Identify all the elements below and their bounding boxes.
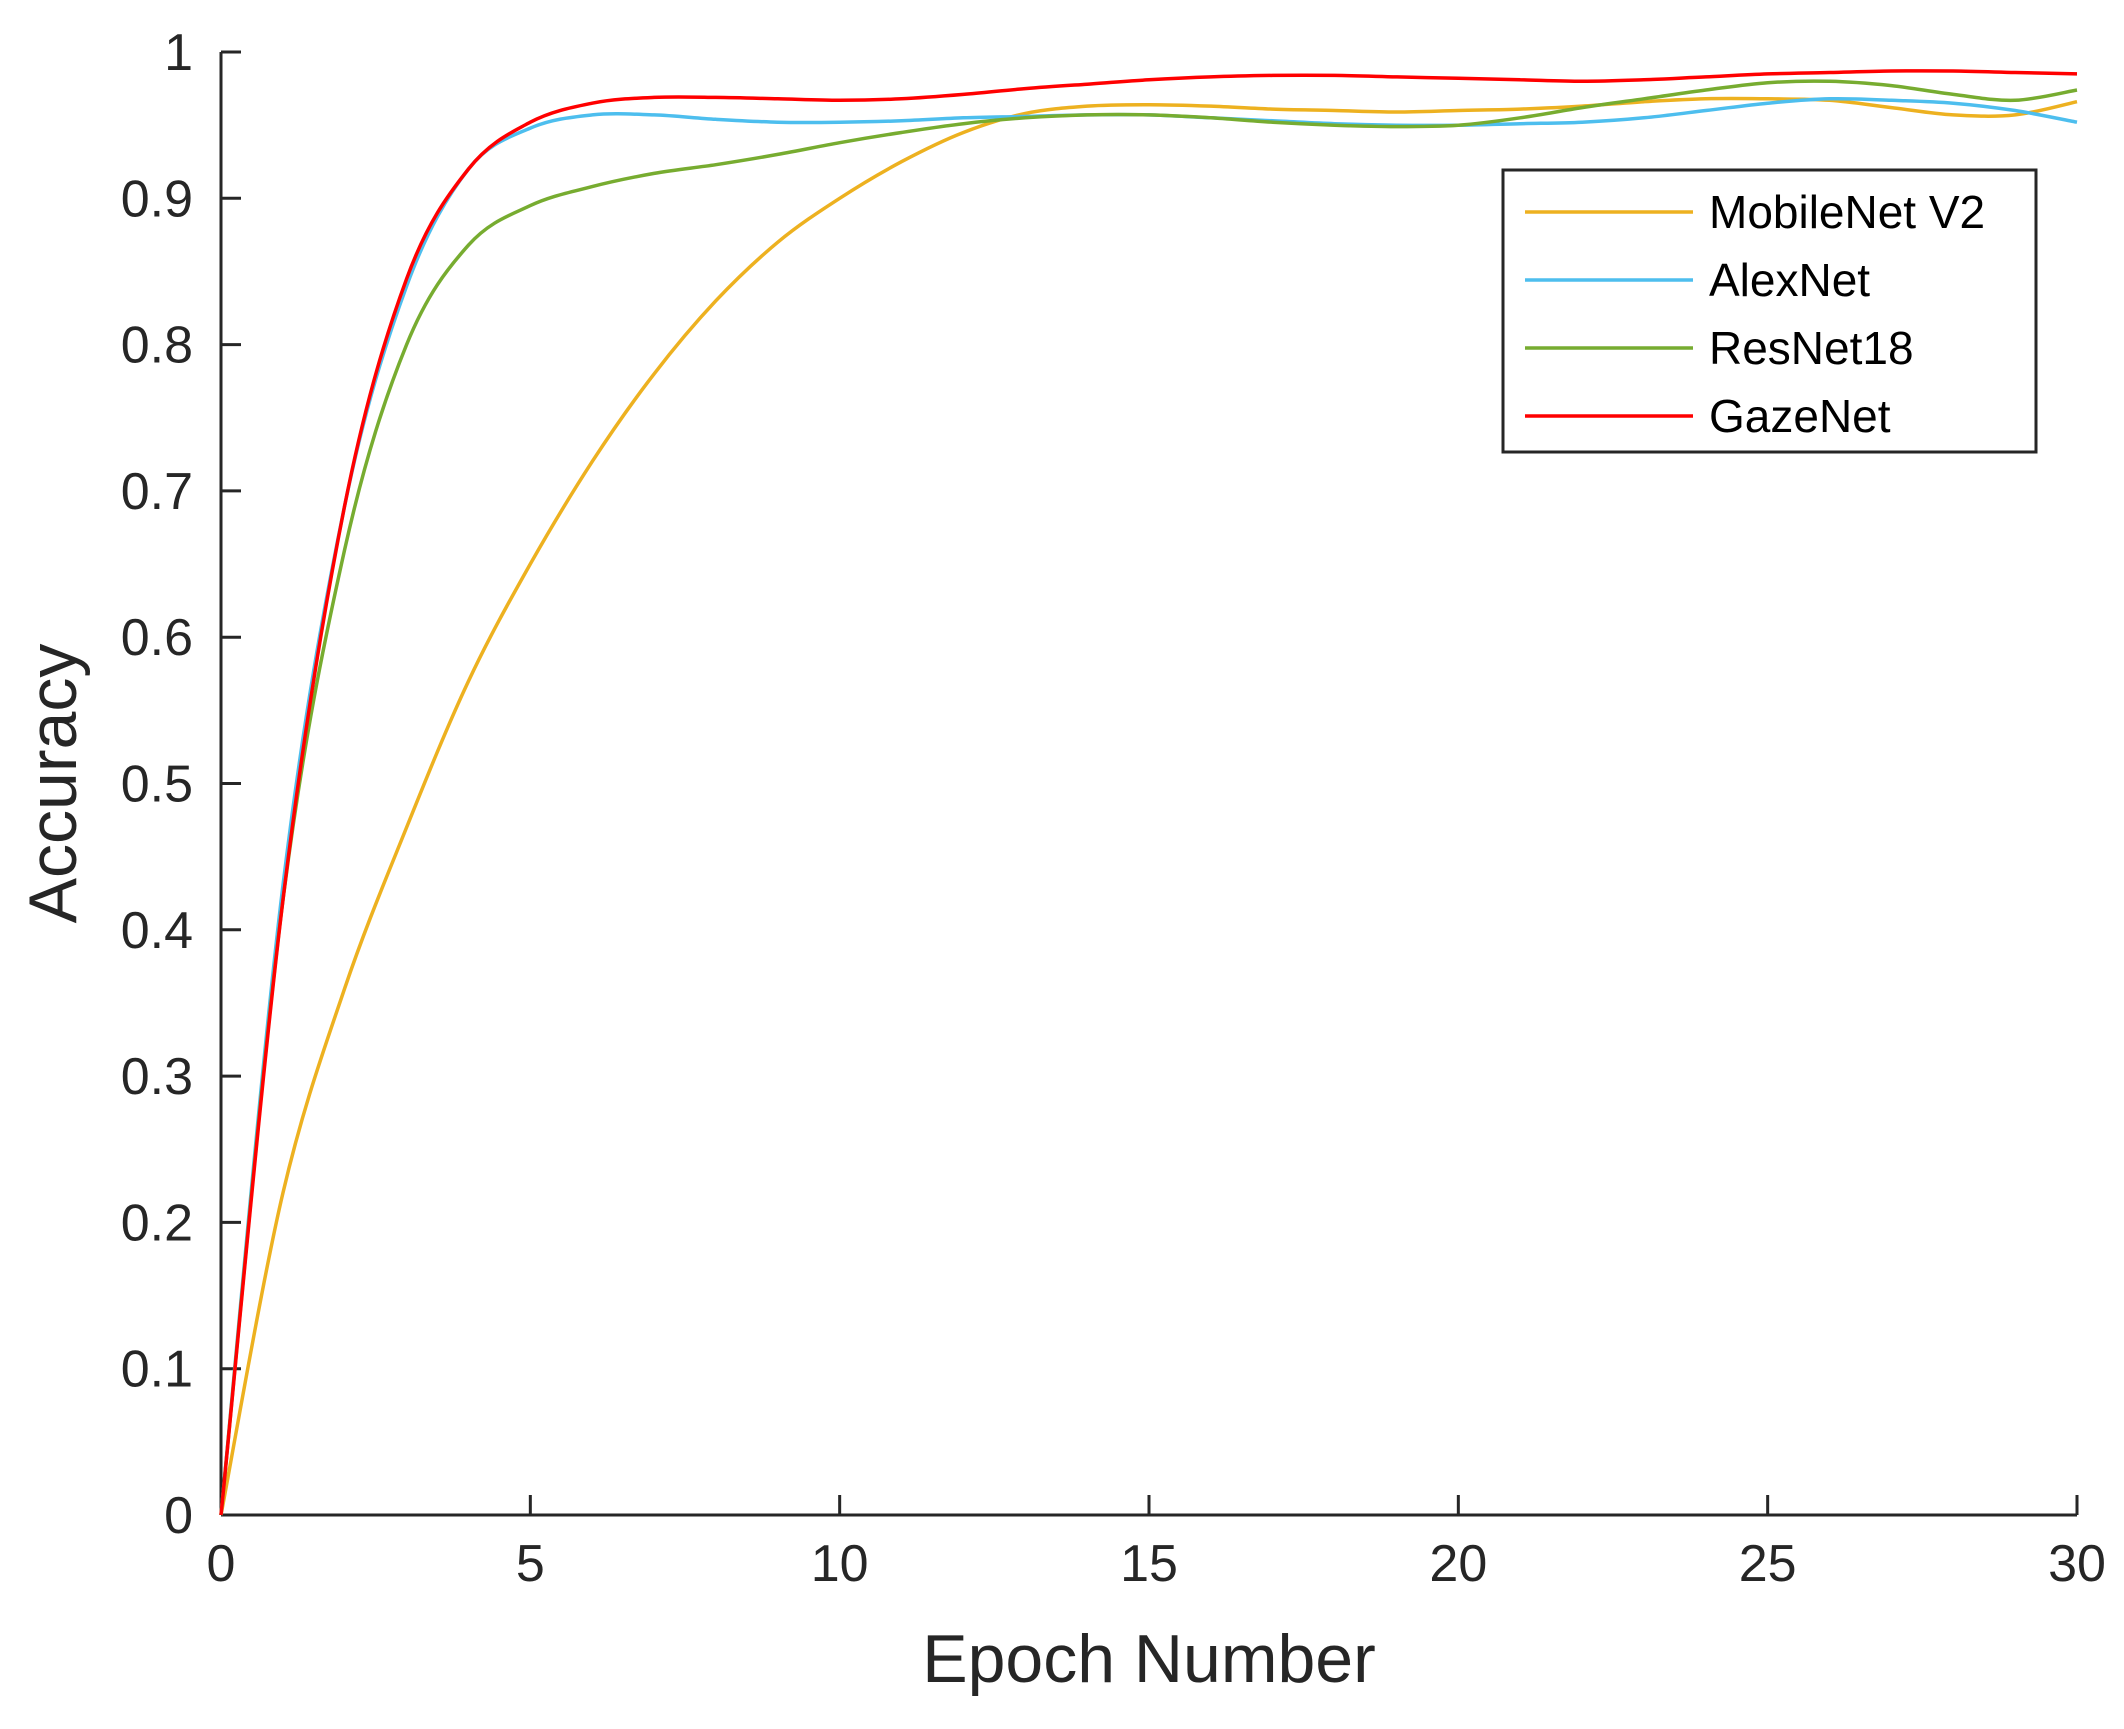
series-line-resnet18 bbox=[219, 79, 2078, 1516]
y-tick-label: 0.5 bbox=[121, 756, 193, 814]
x-tick-label: 30 bbox=[2048, 1535, 2106, 1593]
series-line-gazenet bbox=[219, 69, 2078, 1516]
legend-label-resnet18: ResNet18 bbox=[1709, 322, 1914, 374]
x-tick-label: 15 bbox=[1120, 1535, 1178, 1593]
series-lines bbox=[219, 69, 2078, 1516]
y-tick-label: 0.7 bbox=[121, 463, 193, 521]
legend-label-mobilenet-v2: MobileNet V2 bbox=[1709, 186, 1985, 238]
y-tick-label: 0.3 bbox=[121, 1048, 193, 1106]
y-tick-label: 0.1 bbox=[121, 1341, 193, 1399]
y-tick-label: 1 bbox=[164, 24, 193, 82]
x-tick-label: 25 bbox=[1739, 1535, 1797, 1593]
y-tick-label: 0.4 bbox=[121, 902, 193, 960]
y-tick-label: 0.9 bbox=[121, 170, 193, 228]
legend-label-gazenet: GazeNet bbox=[1709, 390, 1891, 442]
axes: 0 5 10 15 20 25 30 0 0.1 0.2 0.3 0.4 0.5 0.6 0.7 0.8 0.9… bbox=[121, 24, 2106, 1593]
legend-label-alexnet: AlexNet bbox=[1709, 254, 1870, 306]
x-tick-label: 10 bbox=[811, 1535, 869, 1593]
x-tick-label: 5 bbox=[516, 1535, 545, 1593]
legend: MobileNet V2 AlexNet ResNet18 GazeNet bbox=[1501, 168, 2038, 454]
y-axis-title: Accuracy bbox=[15, 644, 91, 924]
y-tick-label: 0.8 bbox=[121, 317, 193, 375]
x-tick-label: 0 bbox=[207, 1535, 236, 1593]
y-tick-label: 0 bbox=[164, 1487, 193, 1545]
x-tick-label: 20 bbox=[1429, 1535, 1487, 1593]
y-tick-label: 0.6 bbox=[121, 609, 193, 667]
x-axis-title: Epoch Number bbox=[922, 1621, 1376, 1697]
y-tick-label: 0.2 bbox=[121, 1194, 193, 1252]
legend-box bbox=[1501, 168, 2038, 454]
